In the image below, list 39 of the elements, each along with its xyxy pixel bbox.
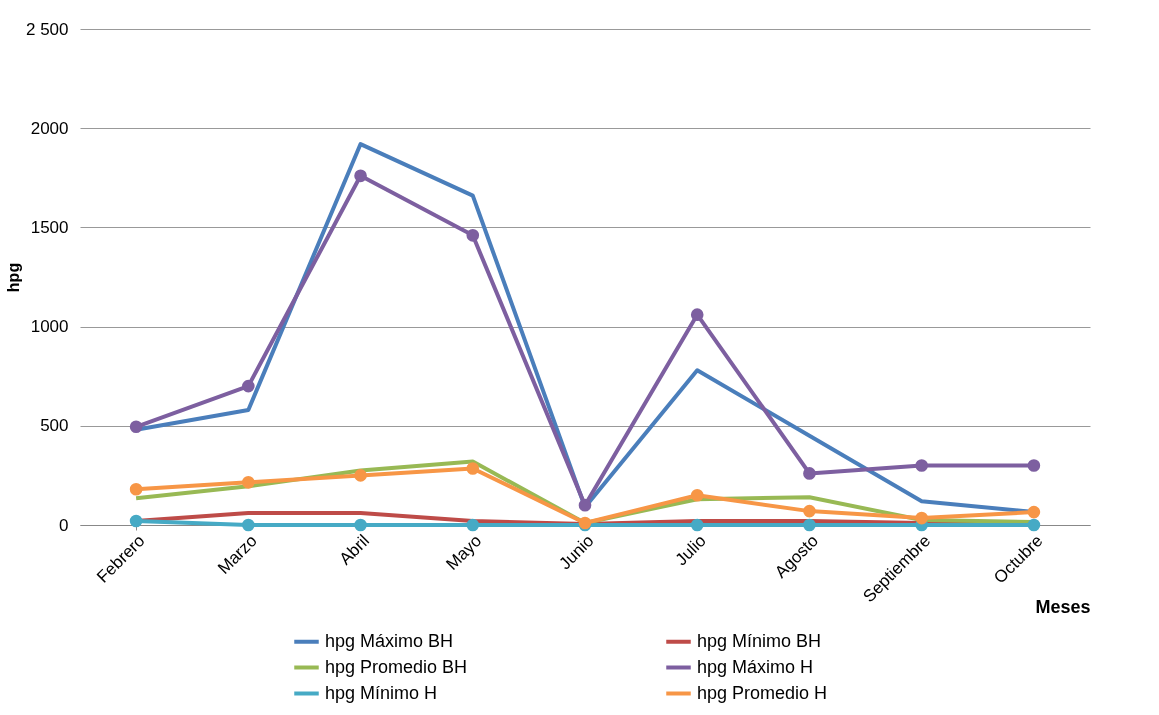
point bbox=[915, 459, 928, 472]
point bbox=[466, 518, 480, 532]
point bbox=[915, 511, 928, 525]
legend-label: hpg Máximo H bbox=[697, 656, 814, 677]
legend-label: hpg Máximo BH bbox=[325, 630, 454, 651]
point bbox=[129, 514, 143, 528]
point bbox=[803, 467, 816, 480]
point bbox=[242, 379, 255, 393]
point bbox=[354, 518, 367, 532]
point bbox=[354, 169, 367, 183]
legend-label: hpg Promedio BH bbox=[325, 656, 468, 677]
legend-label: hpg Promedio H bbox=[697, 682, 828, 703]
y-tick-label: 1000 bbox=[30, 317, 69, 337]
point bbox=[242, 518, 255, 532]
point bbox=[354, 469, 367, 482]
legend-label: hpg Mínimo H bbox=[325, 682, 438, 703]
point bbox=[466, 229, 480, 242]
point bbox=[129, 420, 143, 434]
point bbox=[690, 308, 704, 322]
y-tick-label: 0 bbox=[59, 515, 69, 535]
x-axis-title: Meses bbox=[1035, 597, 1091, 618]
point bbox=[466, 462, 480, 475]
point bbox=[1027, 505, 1041, 519]
legend-label: hpg Mínimo BH bbox=[697, 630, 822, 651]
x-tick-label: Julio bbox=[671, 531, 710, 570]
point bbox=[690, 518, 704, 532]
point bbox=[690, 488, 704, 502]
point bbox=[1027, 518, 1041, 532]
point bbox=[803, 504, 816, 518]
point bbox=[803, 518, 816, 532]
y-tick-label: 2 500 bbox=[25, 19, 69, 39]
y-tick-label: 2000 bbox=[30, 118, 69, 138]
point bbox=[242, 476, 255, 489]
y-tick-label: 500 bbox=[40, 416, 69, 436]
point bbox=[129, 482, 143, 496]
point bbox=[578, 498, 592, 512]
y-axis-title: hpg bbox=[4, 262, 22, 293]
point bbox=[1027, 459, 1041, 472]
y-tick-label: 1500 bbox=[30, 217, 69, 237]
